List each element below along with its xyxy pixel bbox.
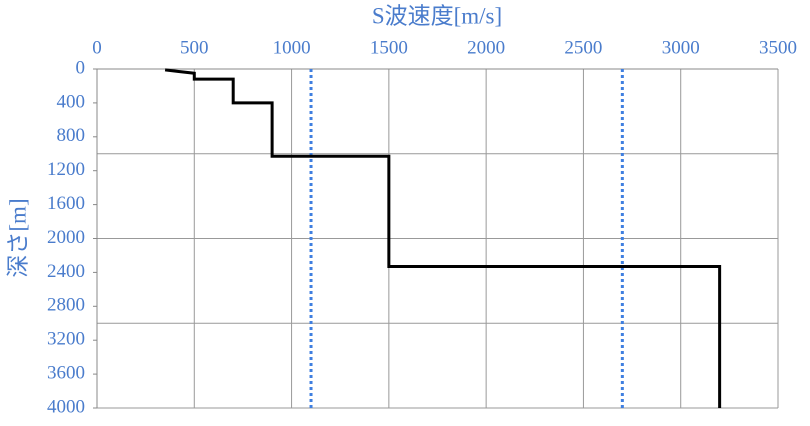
y-tick-label: 3600 <box>47 362 85 383</box>
y-tick-label: 3200 <box>47 329 85 350</box>
y-tick-label: 800 <box>57 125 86 146</box>
x-tick-label: 1500 <box>370 37 408 58</box>
y-tick-label: 4000 <box>47 396 85 417</box>
y-tick-label: 400 <box>57 91 86 112</box>
x-tick-label: 0 <box>92 37 102 58</box>
y-tick-label: 2000 <box>47 227 85 248</box>
y-axis-title: 深さ[m] <box>5 198 30 277</box>
y-tick-label: 1200 <box>47 159 85 180</box>
y-tick-label: 1600 <box>47 193 85 214</box>
x-tick-label: 3500 <box>759 37 797 58</box>
x-tick-label: 1000 <box>273 37 311 58</box>
x-tick-label: 2000 <box>467 37 505 58</box>
y-tick-label: 2800 <box>47 295 85 316</box>
x-tick-label: 3000 <box>662 37 700 58</box>
x-axis-title: S波速度[m/s] <box>372 3 502 28</box>
x-tick-label: 500 <box>180 37 209 58</box>
y-tick-label: 0 <box>76 57 86 78</box>
y-tick-label: 2400 <box>47 261 85 282</box>
data-line <box>164 68 722 408</box>
x-tick-label: 2500 <box>564 37 602 58</box>
